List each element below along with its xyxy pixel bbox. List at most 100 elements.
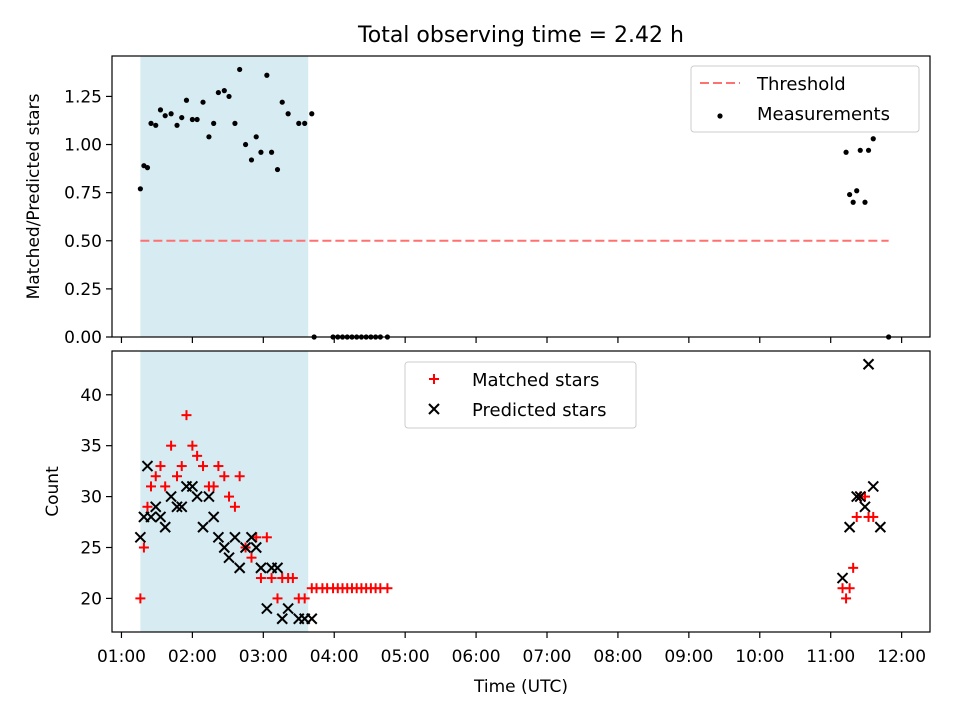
predicted-point [239,541,252,554]
predicted-point [867,480,879,493]
matched-point [176,461,187,472]
predicted-legend-swatch [428,403,440,415]
predicted-point [245,531,258,544]
predicted-point [854,490,866,503]
predicted-point [159,521,171,533]
ratio-y-tick-label: 0.00 [64,328,102,348]
measurement-point [221,88,227,94]
measurement-point [847,191,853,198]
matched-point [272,593,283,604]
measurement-point [157,107,164,113]
predicted-point [271,562,284,574]
predicted-point [171,501,183,513]
predicted-point [836,572,849,584]
matched-point [261,532,272,543]
matched-point [142,501,153,512]
measurement-point [215,89,221,96]
measurement-point [226,93,232,100]
measurement-point [264,72,270,78]
predicted-point [229,531,241,544]
matched-point [848,562,859,573]
ratio-plot-frame [111,55,931,338]
measurements-legend-swatch [717,113,723,119]
matched-point [160,481,171,492]
matched-point [266,573,277,584]
matched-point [150,471,161,482]
ratio-y-tick-label: 0.50 [64,232,102,252]
matched-point [382,583,393,594]
matched-point [287,573,298,584]
matched-point [224,491,235,502]
x-tick-label: 09:00 [664,647,713,667]
ratio-y-tick-label: 0.75 [64,184,102,204]
matched-point [841,593,852,604]
measurement-point [279,99,285,105]
measurement-point [232,120,238,126]
ratio-panel: 0.00 0.25 0.50 0.75 1.00 1.25 Matched/Predict… [24,55,931,348]
measurement-point [870,136,876,142]
ratio-y-tick-label: 1.25 [64,87,102,107]
ratio-legend-box [690,65,920,133]
measurement-point [179,114,185,121]
measurement-point [137,186,143,192]
measurement-point [168,111,174,117]
matched-point [229,501,240,512]
matched-legend-swatch [429,374,439,384]
predicted-point [191,490,203,503]
matched-point [219,471,230,482]
matched-point [255,573,266,584]
count-y-tick-label: 30 [80,488,102,508]
measurement-point [162,113,168,119]
predicted-point [154,511,167,523]
predicted-point [306,613,318,625]
x-tick-label: 08:00 [593,647,642,667]
measurement-point [211,120,217,126]
predicted-point [874,521,887,533]
count-plot-frame [111,350,931,633]
matched-legend-label: Matched stars [472,370,599,391]
matched-point [851,511,862,522]
x-tick-label: 11:00 [806,647,855,667]
predicted-point [176,501,188,513]
matched-point [172,471,183,482]
predicted-point [145,511,157,523]
matched-point [299,593,310,604]
predicted-point [150,501,162,513]
matched-point [198,461,209,472]
matched-point [187,440,198,451]
predicted-point [218,541,231,554]
predicted-point [223,551,235,564]
measurement-point [194,116,200,123]
measurement-point [843,149,849,155]
measurement-point [253,134,259,140]
count-y-axis-label: Count [43,466,63,517]
x-tick-label: 02:00 [168,647,217,667]
matched-point [192,450,203,461]
measurement-point [302,120,308,126]
predicted-legend-label: Predicted stars [472,400,606,421]
measurement-point [854,188,860,194]
count-y-tick-label: 20 [80,589,102,609]
x-tick-label: 01:00 [97,647,146,667]
ratio-y-axis-label: Matched/Predicted stars [24,93,44,299]
predicted-point [197,521,209,533]
count-legend: Matched stars Predicted stars [404,361,637,429]
measurement-point [862,199,868,205]
predicted-point [212,531,225,544]
measurement-point [285,111,291,117]
predicted-point [141,460,154,472]
measurement-point [237,66,243,73]
x-tick-label: 06:00 [452,647,501,667]
predicted-point [207,511,220,523]
count-y-tick-label: 25 [80,538,102,558]
predicted-point [282,602,294,615]
measurement-point [174,122,180,128]
x-tick-label: 12:00 [877,647,926,667]
ratio-y-tick-label: 1.00 [64,136,102,156]
matched-point [844,583,855,594]
count-shaded-span [140,351,309,632]
count-y-tick-label: 35 [80,437,102,457]
matched-point [166,440,177,451]
predicted-point [276,613,288,625]
measurement-point [865,147,872,153]
